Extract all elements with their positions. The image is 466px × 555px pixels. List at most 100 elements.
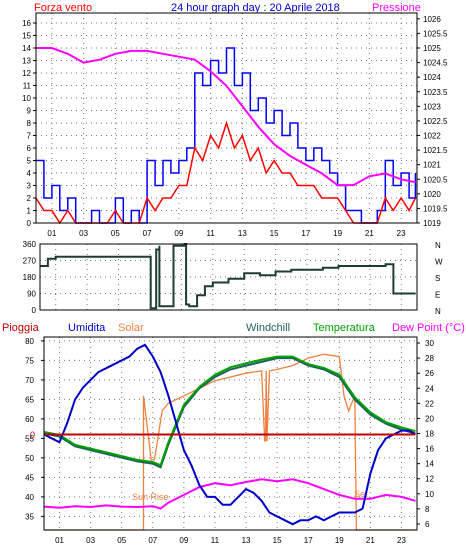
panel1-x-tick-label: 11 [206, 229, 215, 238]
sunrise-annotation: Sun Rise [132, 492, 169, 502]
panel3-frame [43, 336, 418, 531]
panel3-left-tick-label: 40 [25, 493, 34, 502]
panel3-left-tick-label: 75 [25, 356, 34, 365]
panel2-right-tick-label: S [435, 274, 440, 283]
panel1-left-tick-label: 8 [27, 119, 32, 128]
panel1-x-tick-label: 23 [397, 229, 406, 238]
solar-label: Solar [118, 322, 144, 334]
panel1-x-tick-label: 17 [301, 229, 310, 238]
panel3-right-tick-label: 18 [425, 430, 434, 439]
panel1-right-tick-label: 1024.5 [423, 59, 448, 68]
panel1-left-tick-label: 3 [27, 182, 32, 191]
panel1-x-tick-label: 21 [365, 229, 374, 238]
panel3-x-tick-label: 01 [55, 536, 64, 545]
panel2-frame [39, 243, 418, 311]
panel2-right-tick-label: W [435, 258, 443, 267]
panel1-right-tick-label: 1025.5 [423, 29, 448, 38]
panel1-left-tick-label: 10 [22, 94, 31, 103]
panel1-x-tick-label: 13 [238, 229, 247, 238]
temperature-label: Temperatura [313, 322, 376, 334]
panel3-left-tick-label: 35 [25, 512, 34, 521]
panel3-left-tick-label: 70 [25, 376, 34, 385]
panel3-left-tick-label: 80 [25, 337, 34, 346]
panel3-right-tick-label: 22 [425, 399, 434, 408]
sunset-annotation: Set [354, 489, 368, 499]
panel1-right-tick-label: 1021 [423, 161, 441, 170]
panel1-right-tick-label: 1026 [423, 15, 441, 24]
panel1-left-tick-label: 13 [22, 57, 31, 66]
panel1-series-gust [36, 47, 417, 224]
panel1-left-tick-label: 1 [27, 207, 32, 216]
panel2-left-tick-label: 0 [32, 306, 37, 315]
panel3-right-tick-label: 6 [425, 520, 430, 529]
panel3-right-tick-label: 28 [425, 354, 434, 363]
panel1-left-tick-label: 9 [27, 107, 32, 116]
chart-marks: 01234567891011121314151610191019.5102010… [22, 12, 448, 545]
panel3-left-tick-label: 55 [25, 434, 34, 443]
panel3-x-tick-label: 09 [179, 536, 188, 545]
panel3-right-tick-label: 30 [425, 339, 434, 348]
panel3-right-tick-label: 16 [425, 445, 434, 454]
panel3-right-tick-label: 14 [425, 460, 434, 469]
panel1-left-tick-label: 0 [27, 219, 32, 228]
panel1-left-tick-label: 4 [27, 169, 32, 178]
panel3-x-tick-label: 05 [117, 536, 126, 545]
panel1-x-tick-label: 15 [270, 229, 279, 238]
panel1-right-tick-label: 1024 [423, 73, 441, 82]
panel1-x-tick-label: 19 [333, 229, 342, 238]
panel1-left-tick-label: 15 [22, 32, 31, 41]
humidity-label: Umidita [68, 322, 106, 334]
wind-speed-label: Forza vento [34, 2, 92, 14]
panel1-right-tick-label: 1020.5 [423, 175, 448, 184]
windchill-label: Windchill [246, 322, 290, 334]
panel3-x-tick-label: 11 [211, 536, 220, 545]
panel1-left-tick-label: 7 [27, 132, 32, 141]
panel3-x-tick-label: 03 [86, 536, 95, 545]
panel3-right-tick-label: 20 [425, 414, 434, 423]
panel2-left-tick-label: 90 [27, 290, 36, 299]
panel1-right-tick-label: 1025 [423, 44, 441, 53]
panel1-left-tick-label: 11 [23, 82, 32, 91]
panel3-right-tick-label: 10 [425, 490, 434, 499]
pressure-label: Pressione [372, 2, 421, 14]
panel1-left-tick-label: 16 [22, 19, 31, 28]
panel3-series-humidity [43, 343, 416, 526]
panel1-left-tick-label: 2 [27, 194, 32, 203]
panel1-x-tick-label: 07 [143, 229, 152, 238]
panel3-x-tick-label: 19 [335, 536, 344, 545]
panel1-x-tick-label: 03 [79, 229, 88, 238]
panel3-x-tick-label: 21 [366, 536, 375, 545]
panel1-series-pressure [36, 47, 416, 187]
panel1-x-tick-label: 01 [47, 229, 56, 238]
panel3-series-dewpoint [43, 478, 416, 510]
panel3-left-tick-label: 50 [25, 454, 34, 463]
panel3-series-windchill [43, 357, 416, 469]
panel1-left-tick-label: 6 [27, 144, 32, 153]
panel1-right-tick-label: 1020 [423, 190, 441, 199]
panel1-x-tick-label: 05 [111, 229, 120, 238]
panel3-left-tick-label: 60 [25, 415, 34, 424]
panel2-right-tick-label: N [435, 241, 441, 250]
panel3-x-tick-label: 13 [242, 536, 251, 545]
panel1-right-tick-label: 1019.5 [423, 204, 448, 213]
panel3-right-tick-label: 24 [425, 384, 434, 393]
panel1-frame [35, 12, 418, 224]
panel3-series-solar [44, 353, 416, 531]
panel1-right-tick-label: 1022 [423, 132, 441, 141]
panel3-left-tick-label: 45 [25, 473, 34, 482]
rain-label: Pioggia [2, 322, 40, 334]
panel1-left-tick-label: 5 [27, 157, 32, 166]
panel2-left-tick-label: 270 [23, 257, 37, 266]
panel1-right-tick-label: 1022.5 [423, 117, 448, 126]
panel2-left-tick-label: 180 [23, 273, 37, 282]
panel3-series-temperature [43, 355, 416, 467]
panel3-x-tick-label: 07 [148, 536, 157, 545]
panel3-left-tick-label: 65 [25, 395, 34, 404]
panel1-right-tick-label: 1019 [423, 219, 441, 228]
panel3-x-tick-label: 15 [273, 536, 282, 545]
panel2-series-direction [40, 243, 416, 310]
panel2-right-tick-label: N [435, 307, 441, 316]
panel1-right-tick-label: 1023 [423, 102, 441, 111]
